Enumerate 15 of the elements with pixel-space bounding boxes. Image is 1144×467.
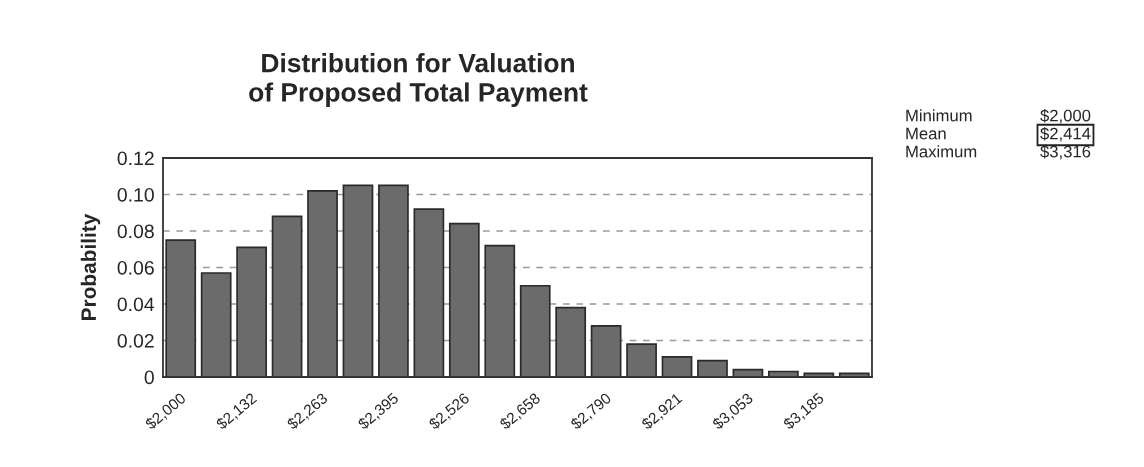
y-tick-label: 0.06 xyxy=(117,260,154,275)
text: Mean xyxy=(906,127,946,140)
y-tick-label: 0.04 xyxy=(117,297,155,312)
y-tick-label: 0.12 xyxy=(117,151,154,166)
y-tick-label: 0 xyxy=(144,370,154,385)
y-tick-label: 0.02 xyxy=(117,333,154,348)
y-tick-label: 0.08 xyxy=(117,224,154,239)
text: $2,000 xyxy=(1040,108,1091,124)
chart-title: Distribution for Valuation of Proposed Total Payment xyxy=(249,53,588,107)
text: $3,316 xyxy=(1040,144,1091,160)
text: Minimum xyxy=(906,109,972,122)
text: Maximum xyxy=(906,145,977,158)
y-tick-label: 0.10 xyxy=(117,187,154,202)
y-axis-title: Probability xyxy=(80,213,101,320)
text: $2,414 xyxy=(1040,126,1091,142)
